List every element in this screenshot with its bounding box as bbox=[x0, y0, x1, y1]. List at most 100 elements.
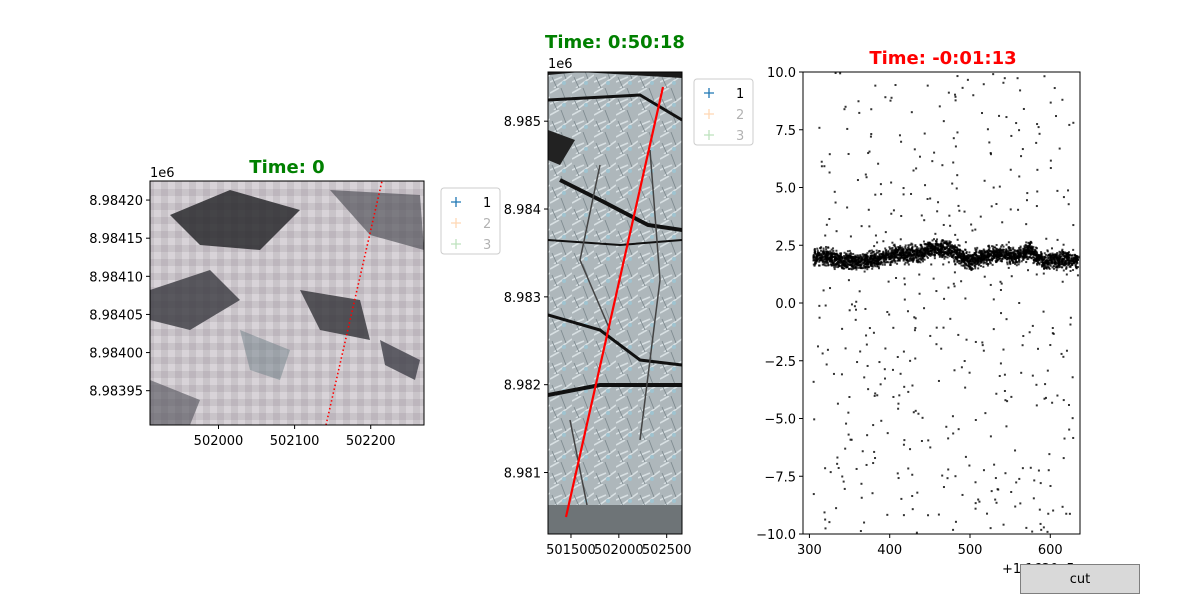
band-point bbox=[1060, 255, 1063, 258]
scatter-point bbox=[1014, 449, 1017, 452]
band-point bbox=[917, 247, 920, 250]
band-point bbox=[880, 253, 883, 256]
scatter-point bbox=[1052, 267, 1055, 270]
scatter-point bbox=[954, 475, 957, 478]
band-point bbox=[880, 261, 883, 264]
scatter-point bbox=[942, 263, 945, 266]
scatter-point bbox=[915, 531, 918, 534]
band-point bbox=[898, 248, 901, 251]
band-point bbox=[966, 264, 969, 267]
scatter-point bbox=[1043, 397, 1046, 400]
band-point bbox=[829, 250, 832, 253]
band-point bbox=[907, 247, 910, 250]
band-point bbox=[867, 264, 870, 267]
panel-2-track-line bbox=[564, 86, 665, 518]
band-point bbox=[960, 264, 963, 267]
scatter-point bbox=[824, 467, 827, 470]
band-point bbox=[842, 262, 845, 265]
panel-3: Time: -0:01:13 300 400 500 600 −10.0−7.5−5.… bbox=[756, 48, 1081, 577]
band-point bbox=[845, 255, 848, 258]
scatter-point bbox=[993, 463, 996, 466]
band-point bbox=[1013, 250, 1016, 253]
band-point bbox=[1051, 252, 1054, 255]
band-point bbox=[941, 256, 944, 259]
band-point bbox=[919, 252, 922, 255]
band-point bbox=[822, 253, 825, 256]
scatter-point bbox=[895, 277, 898, 280]
band-point bbox=[975, 255, 978, 258]
scatter-point bbox=[1062, 457, 1065, 460]
band-point bbox=[819, 259, 822, 262]
band-point bbox=[892, 250, 895, 253]
band-point bbox=[846, 260, 849, 263]
band-point bbox=[912, 253, 915, 256]
band-point bbox=[830, 248, 833, 251]
band-point bbox=[931, 248, 934, 251]
scatter-point bbox=[974, 502, 977, 505]
scatter-point bbox=[954, 145, 957, 148]
scatter-point bbox=[1056, 394, 1059, 397]
band-point bbox=[914, 244, 917, 247]
scatter-point bbox=[1036, 347, 1039, 350]
scatter-point bbox=[873, 450, 876, 453]
band-point bbox=[1057, 254, 1060, 257]
scatter-point bbox=[857, 100, 860, 103]
band-point bbox=[947, 243, 950, 246]
band-point bbox=[872, 258, 875, 261]
x-tick-label: 600 bbox=[1038, 543, 1063, 558]
band-point bbox=[882, 254, 885, 257]
band-point bbox=[974, 262, 977, 265]
band-point bbox=[860, 267, 863, 270]
band-point bbox=[842, 263, 845, 266]
band-point bbox=[935, 251, 938, 254]
band-point bbox=[1056, 251, 1059, 254]
band-point bbox=[863, 264, 866, 267]
scatter-point bbox=[876, 261, 879, 264]
band-point bbox=[928, 252, 931, 255]
band-point bbox=[998, 256, 1001, 259]
band-point bbox=[926, 245, 929, 248]
scatter-point bbox=[892, 395, 895, 398]
scatter-point bbox=[1047, 512, 1050, 515]
band-point bbox=[849, 257, 852, 260]
band-point bbox=[934, 247, 937, 250]
cut-button[interactable]: cut bbox=[1020, 564, 1140, 594]
band-point bbox=[978, 260, 981, 263]
band-point bbox=[983, 261, 986, 264]
scatter-point bbox=[1028, 331, 1031, 334]
scatter-point bbox=[977, 498, 980, 501]
band-point bbox=[815, 254, 818, 257]
band-point bbox=[856, 256, 859, 259]
band-point bbox=[933, 257, 936, 260]
scatter-point bbox=[887, 280, 890, 283]
band-point bbox=[972, 258, 975, 261]
scatter-point bbox=[1051, 401, 1054, 404]
band-point bbox=[1029, 254, 1032, 257]
band-point bbox=[951, 246, 954, 249]
scatter-point bbox=[989, 527, 992, 530]
scatter-point bbox=[1003, 248, 1006, 251]
scatter-point bbox=[907, 390, 910, 393]
scatter-point bbox=[1067, 203, 1070, 206]
band-point bbox=[978, 263, 981, 266]
band-point bbox=[1017, 263, 1020, 266]
band-point bbox=[941, 251, 944, 254]
panel-1-x-ticks: 502000 502100 502200 bbox=[194, 425, 396, 449]
band-point bbox=[854, 254, 857, 257]
scatter-point bbox=[850, 438, 853, 441]
band-point bbox=[869, 260, 872, 263]
band-point bbox=[967, 259, 970, 262]
band-point bbox=[921, 248, 924, 251]
band-point bbox=[887, 250, 890, 253]
scatter-point bbox=[968, 464, 971, 467]
band-point bbox=[940, 246, 943, 249]
scatter-point bbox=[1049, 101, 1052, 104]
band-point bbox=[1046, 249, 1049, 252]
y-tick-label: 5.0 bbox=[775, 182, 796, 197]
band-point bbox=[1007, 256, 1010, 259]
band-point bbox=[953, 249, 956, 252]
band-point bbox=[855, 259, 858, 262]
band-point bbox=[1063, 261, 1066, 264]
band-point bbox=[1007, 247, 1010, 250]
band-point bbox=[931, 246, 934, 249]
